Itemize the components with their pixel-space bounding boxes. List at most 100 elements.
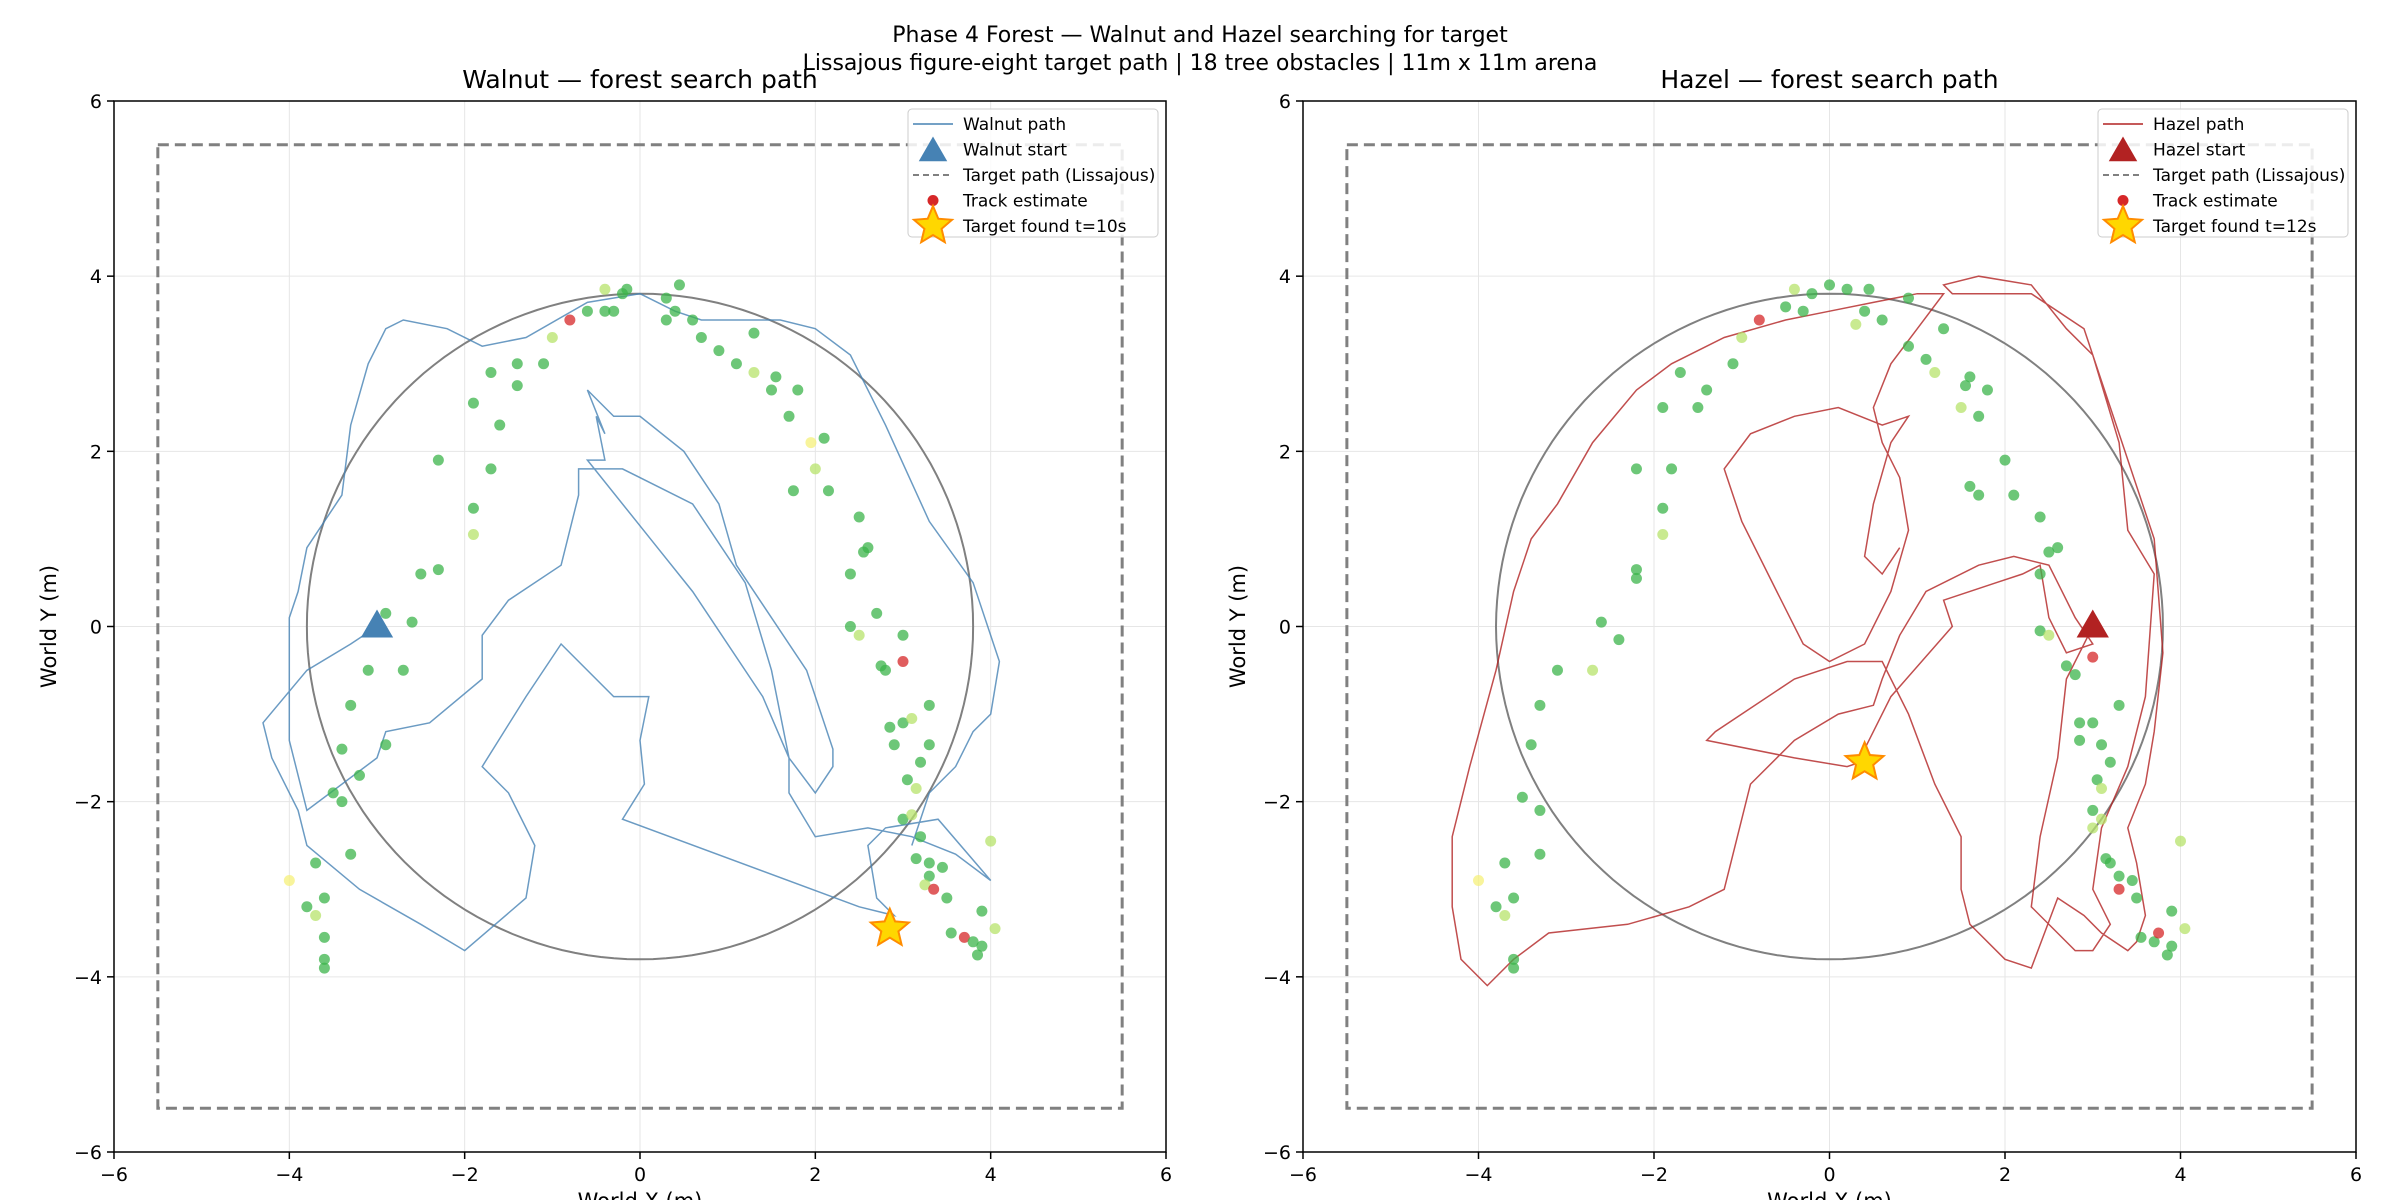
y-tick-label: 4 [1279, 266, 1291, 288]
track-estimate-point [660, 292, 672, 304]
agent-path [262, 292, 1001, 952]
track-estimate-point [1499, 857, 1511, 869]
track-estimate-point [897, 717, 909, 729]
track-estimate-point [1902, 292, 1914, 304]
x-tick-label: −2 [1640, 1164, 1668, 1186]
track-estimate-point [2148, 936, 2160, 948]
track-estimate-point [1973, 410, 1985, 422]
track-estimate-point [923, 857, 935, 869]
y-tick-label: −6 [74, 1142, 102, 1164]
walnut-panel: −6−6 −4 −4 −2 −2 0 0 2 2 4 4 6 6 Walnut — forest sear… [37, 65, 1172, 1200]
track-estimate-point [1955, 402, 1967, 414]
x-tick-label: 0 [1823, 1164, 1835, 1186]
track-estimate-point [1964, 480, 1976, 492]
hazel-panel: −6−6 −4 −4 −2 −2 0 0 2 2 4 4 6 6 Hazel — forest searc… [1226, 65, 2362, 1200]
track-estimate-point [1630, 572, 1642, 584]
track-estimate-point [2087, 804, 2099, 816]
track-estimate-point [2113, 870, 2125, 882]
track-estimate-point [2175, 835, 2186, 847]
x-tick-label: 6 [2350, 1164, 2362, 1186]
legend-key-track [2117, 195, 2129, 206]
agent-path [1451, 275, 2164, 987]
legend-key-start [918, 136, 948, 162]
x-tick-label: 4 [2174, 1164, 2186, 1186]
track-estimate-point [608, 305, 620, 317]
track-estimate-point [2104, 756, 2116, 768]
legend: Walnut path Walnut start Target path (Liss… [907, 108, 1159, 245]
y-tick-label: 6 [1279, 91, 1291, 113]
track-estimate-point [1657, 502, 1669, 514]
track-estimate-point [2166, 905, 2178, 917]
track-estimate-point [1964, 371, 1976, 383]
legend-label: Hazel start [2153, 141, 2246, 161]
track-estimate-point [1902, 340, 1914, 352]
track-estimate-point [923, 699, 935, 711]
track-estimate-point [1508, 953, 1520, 965]
track-estimate-point [345, 699, 357, 711]
track-estimate-point [1753, 314, 1765, 326]
track-estimate-point [766, 384, 777, 396]
track-estimate-point [1938, 323, 1950, 335]
y-tick-label: −2 [74, 792, 102, 814]
track-estimate-point [415, 568, 427, 580]
track-estimate-point [713, 345, 725, 357]
arena-boundary [1345, 143, 2314, 1110]
track-estimate-point [730, 358, 742, 370]
y-tick-label: −4 [74, 967, 102, 989]
track-estimate-point [1701, 384, 1713, 396]
legend-box [907, 108, 1159, 238]
track-estimate-point [928, 883, 940, 895]
track-estimate-point [1473, 874, 1484, 886]
track-estimate-point [1657, 402, 1669, 414]
track-estimate-point [906, 809, 918, 821]
track-estimate-point [345, 848, 357, 860]
track-estimate-point [897, 813, 909, 825]
track-estimate-point [1499, 910, 1511, 922]
track-estimate-point [2069, 669, 2081, 681]
track-estimate-point [2008, 489, 2020, 501]
y-axis-label: World Y (m) [1226, 565, 1250, 688]
track-estimate-point [318, 931, 330, 943]
track-estimate-point [2096, 783, 2108, 795]
y-tick-label: 4 [90, 266, 102, 288]
x-tick-label: −4 [1464, 1164, 1492, 1186]
y-axis-label: World Y (m) [37, 565, 61, 688]
track-estimate-point [1674, 367, 1686, 379]
track-estimate-point [467, 529, 479, 541]
track-estimate-point [695, 331, 707, 343]
track-estimate-point [910, 853, 922, 865]
x-tick-label: −6 [1289, 1164, 1317, 1186]
track-estimate-point [2113, 699, 2125, 711]
track-estimate-point [1534, 804, 1546, 816]
track-estimate-point [2179, 923, 2191, 935]
y-tick-label: −4 [1263, 967, 1291, 989]
track-estimate-point [1876, 314, 1888, 326]
track-estimate-point [989, 923, 1001, 935]
track-estimate-point [310, 857, 322, 869]
track-estimate-point [936, 861, 948, 873]
track-estimate-point [818, 432, 830, 444]
track-estimate-point [327, 787, 339, 799]
track-estimate-point [888, 739, 900, 751]
track-estimate-point [822, 485, 834, 497]
track-estimate-point [1490, 901, 1502, 913]
track-estimate-point [432, 564, 444, 576]
track-estimate-point [853, 629, 865, 641]
track-estimate-point [919, 879, 931, 891]
track-estimate-point [2126, 874, 2138, 886]
start-marker [360, 609, 394, 638]
track-estimate-point [1666, 463, 1678, 475]
track-estimate-point [1929, 367, 1941, 379]
track-estimate-point [2166, 940, 2178, 952]
track-estimate-point [748, 367, 760, 379]
track-estimate-point [1806, 288, 1818, 300]
legend-key-star [2101, 203, 2145, 245]
track-estimate-point [2096, 813, 2108, 825]
track-estimate-point [485, 463, 497, 475]
y-tick-label: 0 [90, 617, 102, 639]
track-estimate-point [283, 874, 295, 886]
track-estimate-point [564, 314, 576, 326]
track-estimate-point [599, 283, 611, 295]
track-estimate-point [511, 358, 523, 370]
track-estimate-point [1508, 962, 1520, 974]
